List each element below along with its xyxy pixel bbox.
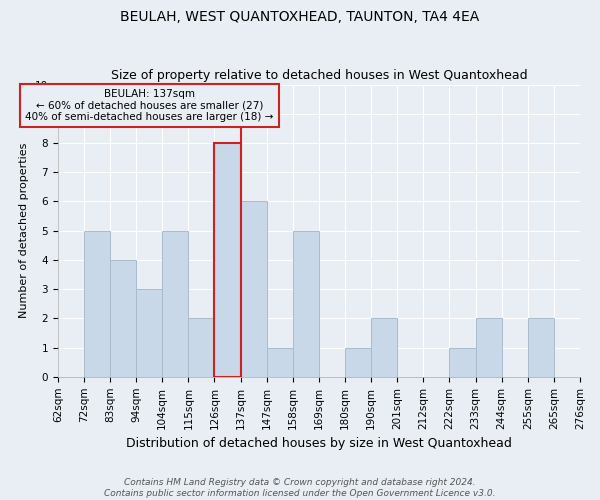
Bar — [266, 348, 293, 377]
Bar — [84, 230, 110, 377]
Bar — [241, 202, 266, 377]
Bar — [214, 143, 241, 377]
Bar — [345, 348, 371, 377]
X-axis label: Distribution of detached houses by size in West Quantoxhead: Distribution of detached houses by size … — [126, 437, 512, 450]
Y-axis label: Number of detached properties: Number of detached properties — [19, 143, 29, 318]
Bar — [136, 289, 162, 377]
Text: BEULAH: 137sqm
← 60% of detached houses are smaller (27)
40% of semi-detached ho: BEULAH: 137sqm ← 60% of detached houses … — [25, 89, 274, 122]
Bar — [449, 348, 476, 377]
Bar — [476, 318, 502, 377]
Bar — [110, 260, 136, 377]
Text: BEULAH, WEST QUANTOXHEAD, TAUNTON, TA4 4EA: BEULAH, WEST QUANTOXHEAD, TAUNTON, TA4 4… — [121, 10, 479, 24]
Bar — [528, 318, 554, 377]
Bar — [162, 230, 188, 377]
Bar — [293, 230, 319, 377]
Title: Size of property relative to detached houses in West Quantoxhead: Size of property relative to detached ho… — [110, 69, 527, 82]
Bar — [371, 318, 397, 377]
Bar — [188, 318, 214, 377]
Text: Contains HM Land Registry data © Crown copyright and database right 2024.
Contai: Contains HM Land Registry data © Crown c… — [104, 478, 496, 498]
